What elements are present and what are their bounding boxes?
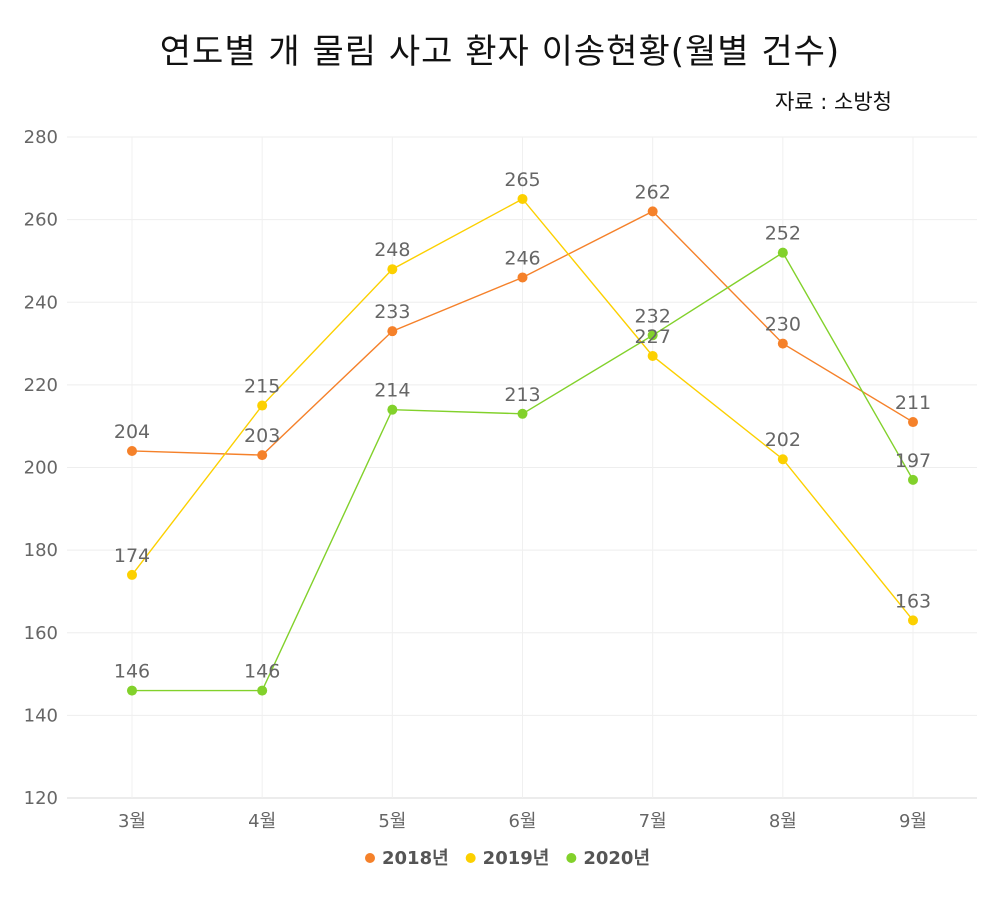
data-label: 215 [244,376,280,398]
x-tick-label: 9월 [899,811,927,832]
data-point [257,400,268,411]
data-label: 174 [114,545,150,567]
legend-marker [365,853,375,863]
y-tick-label: 220 [24,375,58,396]
data-point [127,569,137,580]
data-point [517,193,528,204]
data-labels: 204 203 233 246 262 230 211 174 215 248 265 227 202 1… [114,169,931,683]
data-point [517,408,528,419]
data-point [908,417,918,428]
data-point [908,474,918,485]
legend-marker [566,853,577,863]
data-point [777,247,788,258]
axes: 120 140 160 180 200 220 240 260 280 3월 4월 5월 6월 7월 8월 9… [24,127,927,832]
y-tick-label: 240 [24,292,58,313]
data-label: 204 [114,421,150,443]
data-label: 146 [244,661,280,683]
x-tick-label: 4월 [248,811,276,832]
legend-label: 2020년 [583,848,650,869]
data-point [387,264,398,275]
data-point [257,685,268,696]
data-label: 252 [765,223,801,245]
data-label: 248 [374,239,410,261]
data-point [127,685,137,696]
y-tick-label: 180 [24,540,58,561]
data-label: 211 [895,392,931,414]
data-label: 265 [504,169,540,191]
series-lines [127,193,918,696]
data-point [647,330,658,341]
x-tick-label: 5월 [378,811,406,832]
data-label: 227 [635,326,671,348]
data-label: 214 [374,380,410,402]
data-point [647,206,658,217]
y-tick-label: 140 [24,705,58,726]
y-tick-label: 260 [24,210,58,231]
data-label: 262 [635,181,671,203]
legend: 2018년 2019년 2020년 [365,848,650,869]
grid-lines [67,136,977,799]
data-label: 163 [895,590,931,612]
data-point [777,454,788,465]
x-tick-label: 6월 [508,811,536,832]
data-label: 230 [765,314,801,336]
data-label: 202 [765,429,801,451]
x-tick-label: 3월 [118,811,146,832]
data-label: 203 [244,425,280,447]
data-label: 233 [374,301,410,323]
y-tick-label: 160 [24,623,58,644]
chart-title: 연도별 개 물림 사고 환자 이송현황(월별 건수) [159,32,841,72]
data-point [127,445,137,456]
data-label: 197 [895,450,931,472]
data-point [777,338,788,349]
data-label: 232 [635,305,671,327]
y-tick-label: 280 [24,127,58,148]
data-point [387,404,398,415]
chart-source: 자료 : 소방청 [774,90,892,114]
data-label: 246 [504,247,540,269]
legend-marker [465,853,476,863]
data-point [387,326,398,337]
x-tick-label: 7월 [639,811,667,832]
data-label: 146 [114,661,150,683]
data-label: 213 [504,384,540,406]
data-point [647,350,658,361]
y-tick-label: 200 [24,458,58,479]
legend-label: 2019년 [483,848,550,869]
data-point [517,272,528,283]
x-tick-label: 8월 [769,811,797,832]
y-tick-label: 120 [24,788,58,809]
legend-label: 2018년 [382,848,449,869]
data-point [257,450,268,461]
data-point [908,615,918,626]
